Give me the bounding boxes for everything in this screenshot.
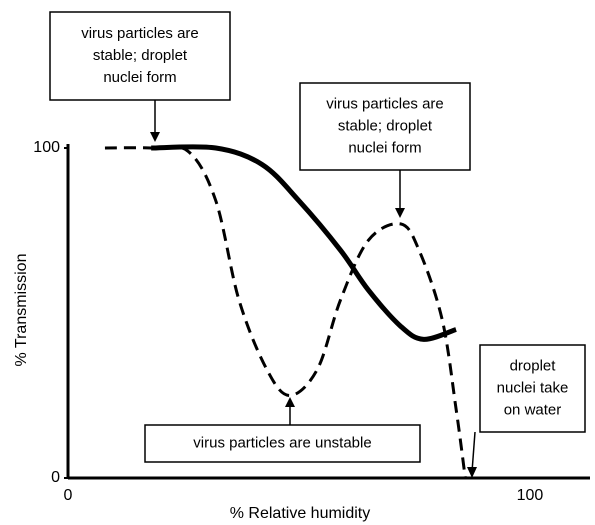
- arrowhead: [467, 467, 477, 478]
- annotation-text: virus particles are unstable: [193, 434, 371, 451]
- annotation-text: nuclei take: [497, 379, 569, 396]
- annotation: virus particles are stable; droplet nuclei…: [49, 11, 231, 101]
- x-axis-label: % Relative humidity: [230, 505, 371, 522]
- x-tick-label: 0: [64, 487, 73, 504]
- y-axis-label: % Transmission: [13, 254, 30, 367]
- annotation: virus particles are stable; droplet nuclei…: [299, 82, 471, 171]
- annotation-arrows: [150, 100, 477, 478]
- arrowhead: [395, 208, 405, 218]
- y-tick-label: 0: [51, 469, 60, 486]
- x-tick-label: 100: [517, 487, 544, 504]
- arrowhead: [285, 397, 295, 407]
- annotation-text: stable; droplet: [93, 47, 188, 64]
- arrowhead: [150, 132, 160, 142]
- annotation-text: virus particles are: [81, 25, 199, 42]
- arrow: [471, 431, 476, 473]
- annotation-text: nuclei form: [348, 139, 421, 156]
- annotation-text: droplet: [510, 357, 557, 374]
- annotation-box: [144, 424, 421, 463]
- annotation-box: [299, 82, 471, 171]
- annotation-box: [479, 344, 586, 433]
- annotation: virus particles are unstable: [144, 424, 421, 463]
- annotation-box: [49, 11, 231, 101]
- annotation-text: on water: [504, 401, 562, 418]
- annotation: droplet nuclei take on water: [479, 344, 586, 433]
- y-tick-label: 100: [33, 139, 60, 156]
- annotation-text: virus particles are: [326, 95, 444, 112]
- annotation-text: stable; droplet: [338, 117, 433, 134]
- dashed-line: [104, 145, 467, 479]
- annotation-text: nuclei form: [103, 69, 176, 86]
- solid-line: [151, 144, 457, 342]
